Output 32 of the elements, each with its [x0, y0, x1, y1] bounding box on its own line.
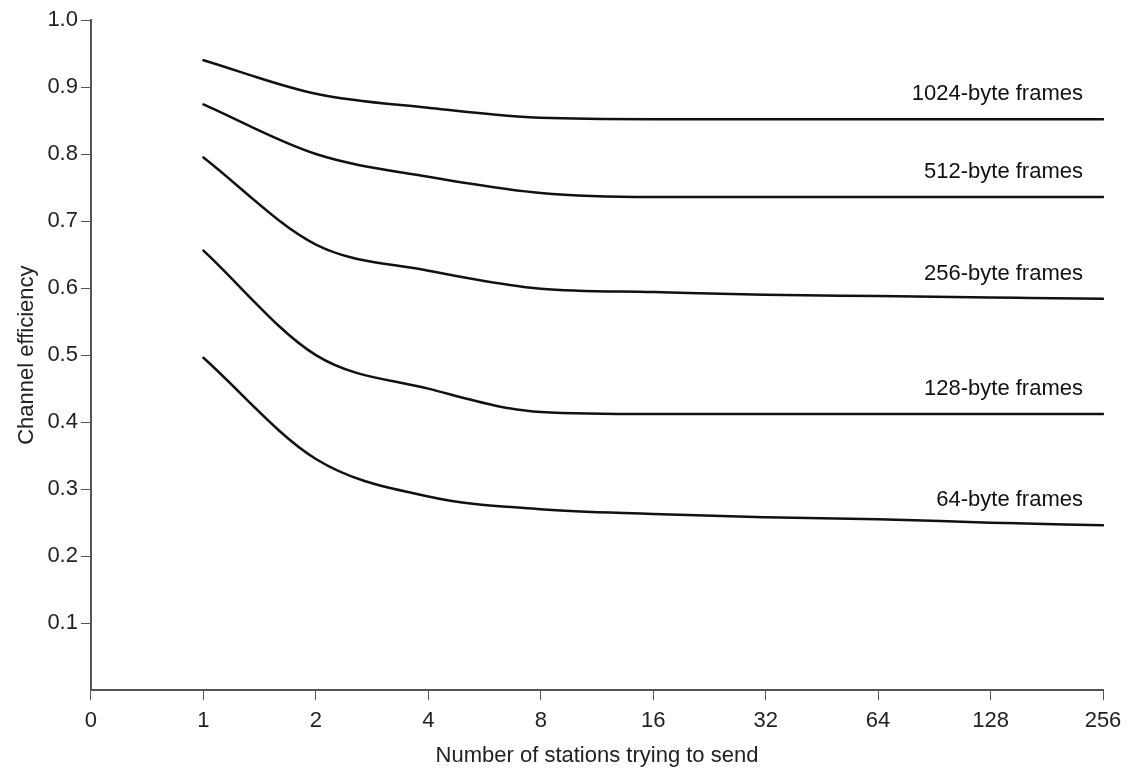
line-series: [202, 249, 1105, 416]
x-tick-label: 32: [753, 707, 778, 733]
series-label: 64-byte frames: [936, 486, 1083, 512]
y-tick-label: 0.3: [47, 475, 78, 501]
line-series: [202, 156, 1105, 301]
x-tick-label: 8: [534, 707, 547, 733]
x-tick-label: 256: [1084, 707, 1122, 733]
y-tick-label: 0.9: [47, 73, 78, 99]
y-tick-label: 0.5: [47, 341, 78, 367]
x-tick-label: 128: [972, 707, 1009, 733]
line-series: [202, 58, 1105, 121]
y-tick-label: 0.1: [47, 609, 78, 635]
series-label: 256-byte frames: [924, 259, 1083, 285]
y-tick-label: 0.4: [47, 408, 78, 434]
x-tick-label: 0: [84, 707, 98, 733]
x-tick-label: 4: [422, 707, 435, 733]
series-label: 1024-byte frames: [911, 80, 1083, 106]
x-tick-label: 64: [865, 707, 891, 733]
x-tick-label: 16: [640, 707, 666, 733]
x-tick-label: 2: [309, 707, 322, 733]
y-tick-label: 0.8: [47, 140, 78, 166]
x-axis-title: Number of stations trying to send: [435, 741, 759, 767]
series-label: 512-byte frames: [924, 158, 1083, 183]
series-label: 128-byte frames: [924, 375, 1083, 401]
x-tick-label: 1: [197, 707, 210, 733]
y-tick-label: 0.7: [47, 207, 78, 233]
y-axis-title: Channel efficiency: [13, 265, 39, 445]
line-series: [202, 356, 1105, 527]
y-tick-label: 0.2: [47, 542, 78, 568]
line-series: [202, 103, 1105, 199]
y-tick-label: 0.6: [47, 274, 78, 300]
y-tick-label: 1.0: [47, 6, 78, 32]
